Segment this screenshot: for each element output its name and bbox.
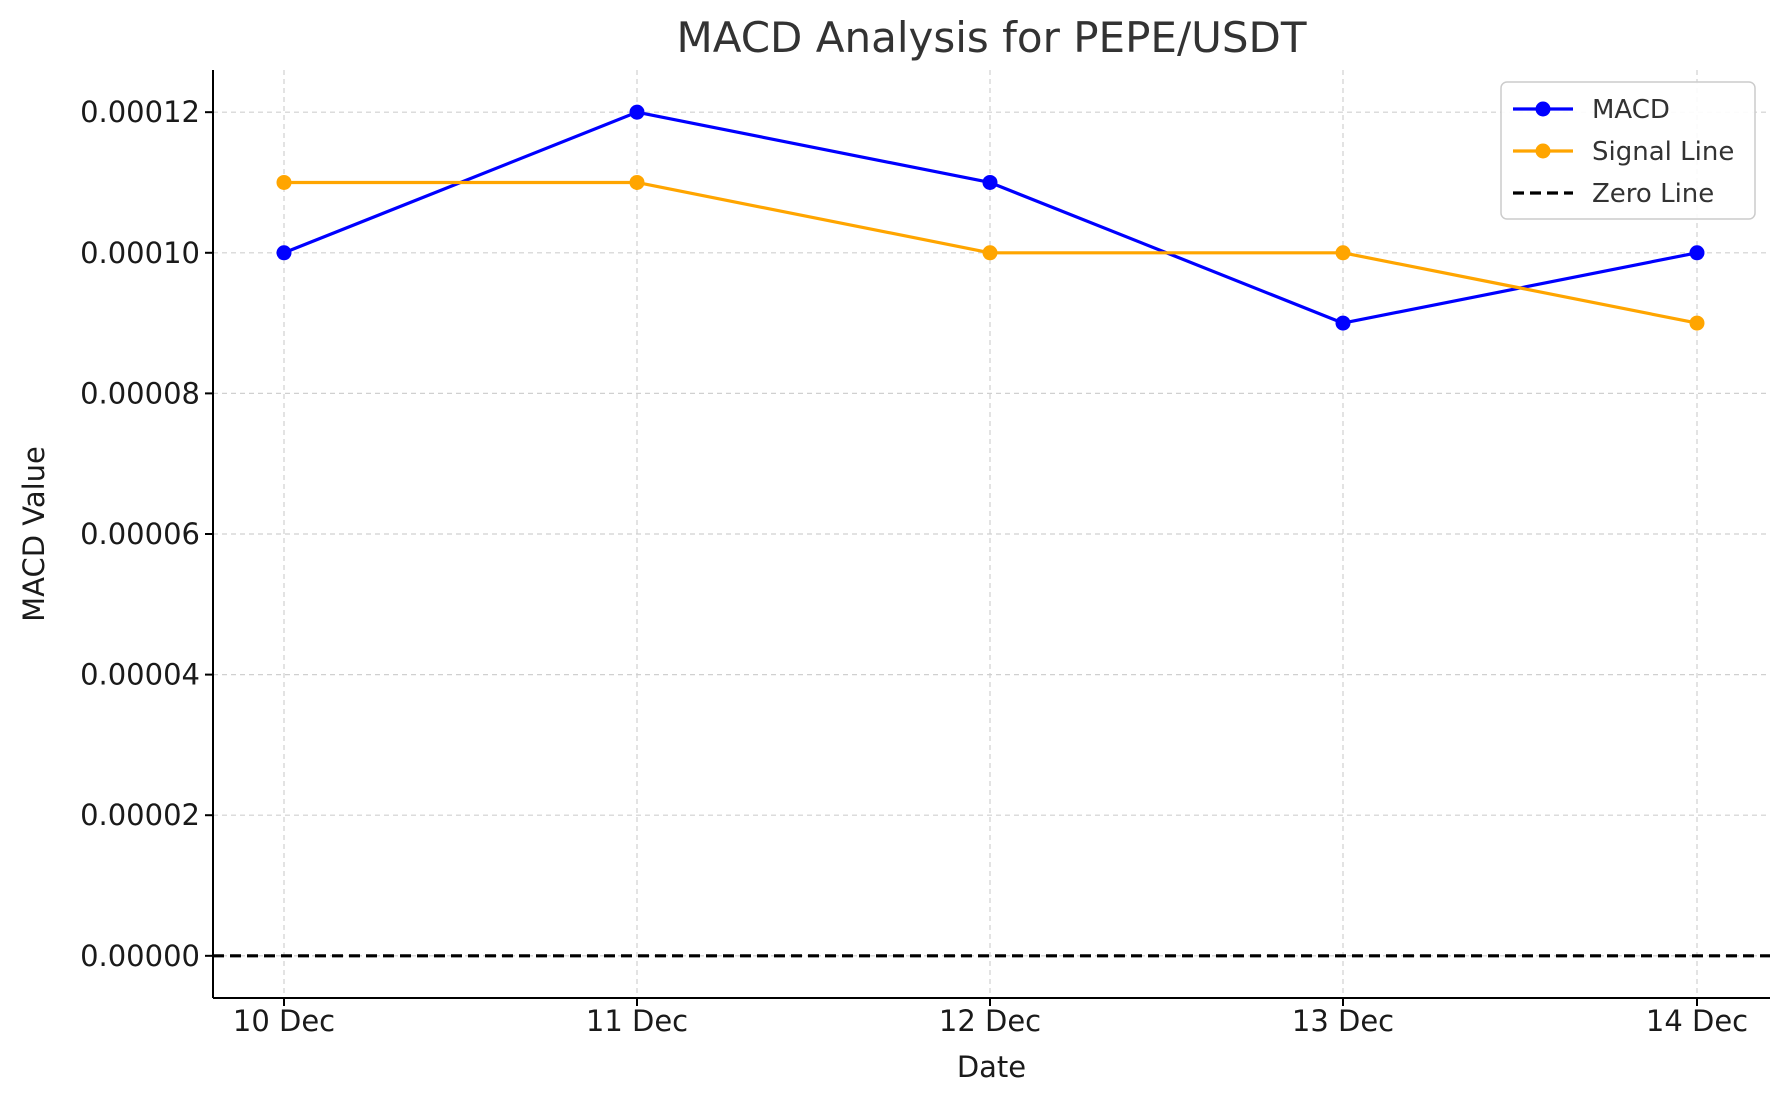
data-point-macd <box>276 245 292 261</box>
series-layer <box>276 104 1705 331</box>
x-axis-title: Date <box>957 1050 1026 1084</box>
x-tick-label: 11 Dec <box>586 1004 688 1038</box>
y-tick-label: 0.00012 <box>80 95 200 129</box>
x-tick-label: 10 Dec <box>233 1004 335 1038</box>
x-tick-label: 13 Dec <box>1292 1004 1394 1038</box>
legend-entry: Zero Line <box>1513 179 1714 209</box>
legend-entry: MACD <box>1513 95 1670 125</box>
data-point-signal-line <box>629 174 645 190</box>
legend-swatch-marker <box>1535 101 1551 117</box>
data-point-signal-line <box>982 245 998 261</box>
legend-label: MACD <box>1592 95 1670 125</box>
legend-box <box>1500 81 1756 220</box>
x-tick-label: 14 Dec <box>1646 1004 1748 1038</box>
y-axis-title: MACD Value <box>17 446 51 622</box>
legend: MACD Signal Line Zero Line <box>1500 81 1756 220</box>
y-tick-label: 0.00006 <box>80 517 200 551</box>
grid <box>213 70 1770 998</box>
y-tick-label: 0.00008 <box>80 376 200 410</box>
legend-label: Signal Line <box>1592 137 1734 167</box>
data-point-signal-line <box>1689 315 1705 331</box>
data-point-macd <box>629 104 645 120</box>
legend-swatch-marker <box>1535 143 1551 159</box>
data-point-macd <box>1335 315 1351 331</box>
legend-label: Zero Line <box>1592 179 1714 209</box>
y-tick-label: 0.00004 <box>80 658 200 692</box>
data-point-macd <box>982 174 998 190</box>
ticks: 0.00000 0.00002 0.00004 0.00006 0.00008 0.000… <box>80 95 1748 1038</box>
x-tick-label: 12 Dec <box>939 1004 1041 1038</box>
legend-entry: Signal Line <box>1513 137 1734 167</box>
chart-title: MACD Analysis for PEPE/USDT <box>676 13 1306 62</box>
y-tick-label: 0.00002 <box>80 798 200 832</box>
data-point-macd <box>1689 245 1705 261</box>
y-tick-label: 0.00000 <box>80 939 200 973</box>
data-point-signal-line <box>1335 245 1351 261</box>
y-tick-label: 0.00010 <box>80 236 200 270</box>
data-point-signal-line <box>276 174 292 190</box>
